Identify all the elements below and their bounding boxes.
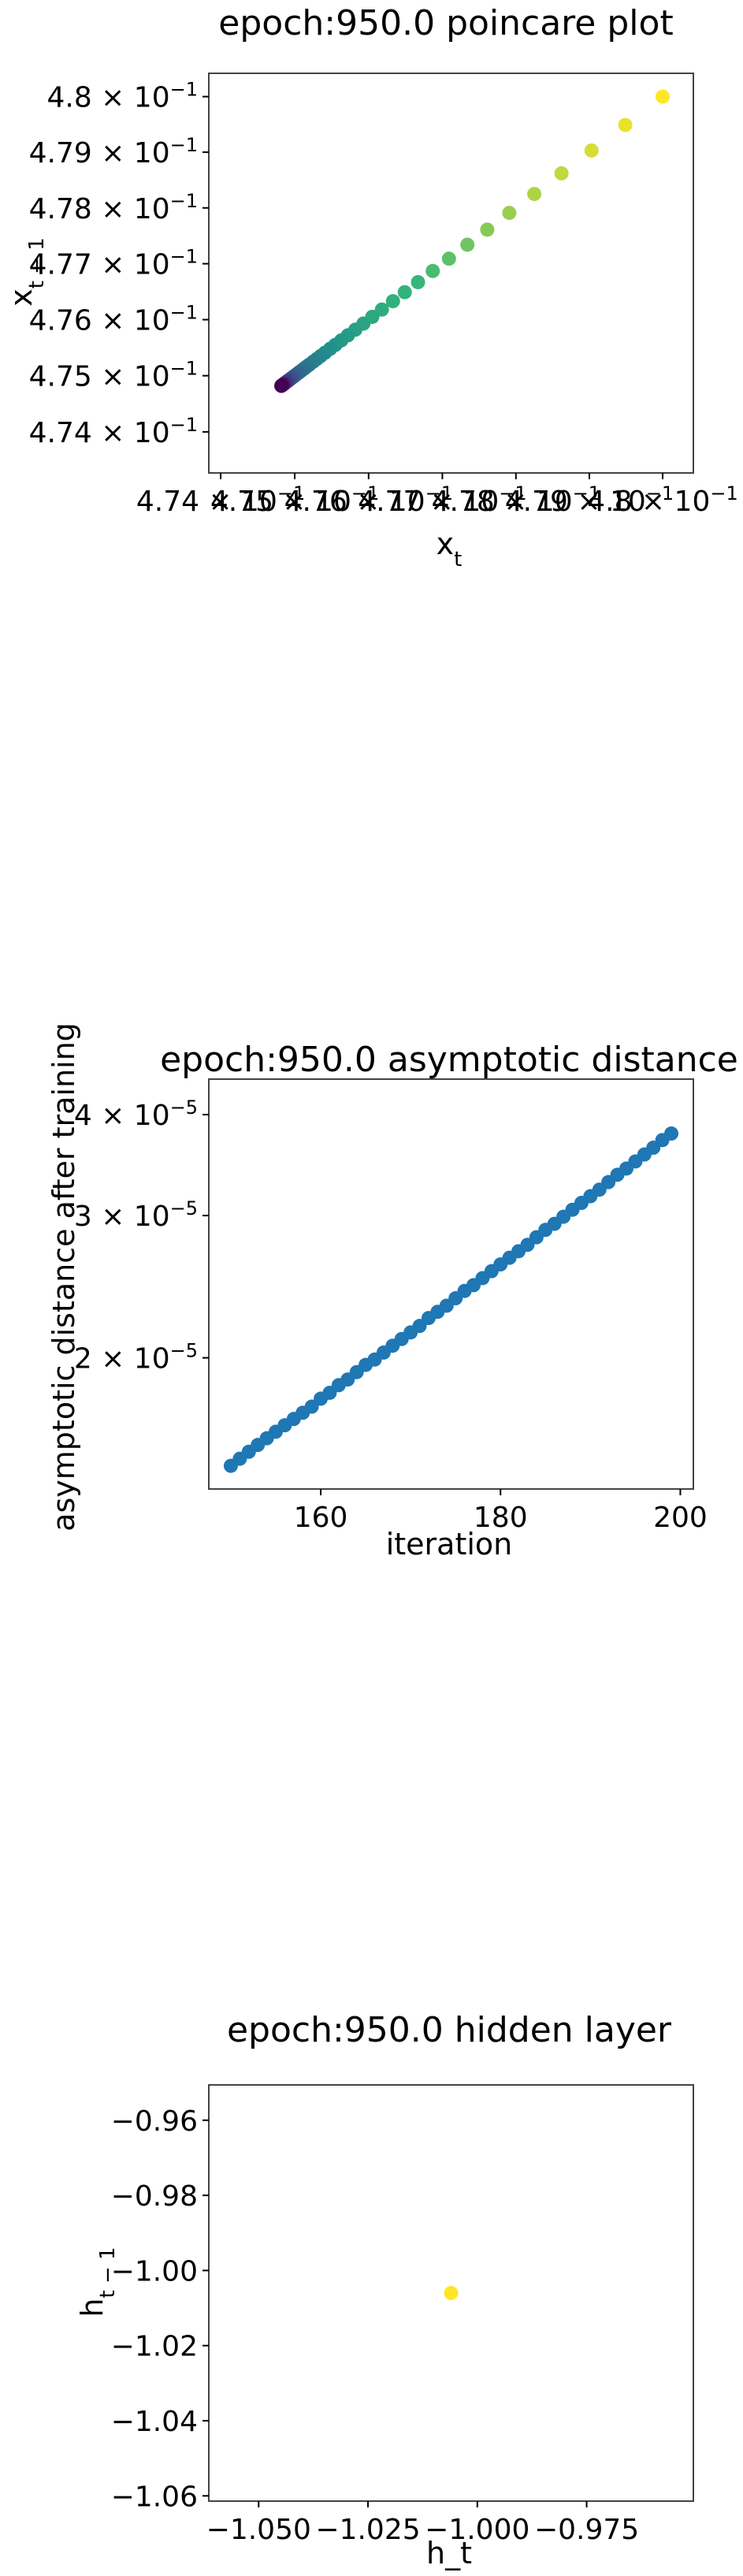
y-tick-label: 2 × 10−5	[74, 1340, 198, 1375]
poincare-y-label: xt − 1	[4, 237, 49, 307]
data-point	[584, 143, 599, 158]
x-tick-label: 4.77 × 10−1	[358, 482, 526, 518]
data-point	[385, 294, 400, 309]
hidden-layer-y-label: ht − 1	[75, 2247, 120, 2317]
x-tick-label: −0.975	[534, 2514, 639, 2546]
asymptotic-y-ticks: 4 × 10−5 3 × 10−5 2 × 10−5	[74, 1096, 209, 1375]
data-point	[374, 302, 389, 317]
y-tick-label: 4.78 × 10−1	[29, 190, 198, 225]
y-tick-label: −0.96	[111, 2105, 198, 2138]
hidden-layer-chart: epoch:950.0 hidden layer −1.050 −1.025 −1.…	[75, 2010, 694, 2570]
poincare-points	[274, 89, 670, 393]
data-point	[480, 222, 495, 237]
data-point	[502, 206, 517, 221]
y-tick-label: 4 × 10−5	[74, 1096, 198, 1132]
y-tick-label: 4.77 × 10−1	[29, 246, 198, 281]
asymptotic-plot-frame	[208, 1078, 694, 1490]
x-tick-label: 4.74 × 10−1	[136, 482, 305, 518]
y-tick-label: 4.79 × 10−1	[29, 134, 198, 169]
data-point	[554, 166, 569, 181]
data-point	[664, 1126, 679, 1141]
hidden-layer-x-label: h_t	[426, 2536, 472, 2570]
asymptotic-x-label: iteration	[386, 1527, 513, 1562]
x-tick-label: −1.025	[315, 2514, 420, 2546]
y-tick-label: 4.8 × 10−1	[46, 79, 198, 114]
x-tick-label: 4.75 × 10−1	[210, 482, 379, 518]
poincare-plot-frame	[208, 73, 694, 474]
x-tick-label: −1.000	[425, 2514, 529, 2546]
poincare-x-ticks: 4.74 × 10−14.75 × 10−14.76 × 10−14.77 × …	[136, 473, 738, 518]
y-tick-label: −1.06	[111, 2481, 198, 2513]
y-tick-label: 4.75 × 10−1	[29, 358, 198, 393]
asymptotic-points	[223, 1126, 679, 1473]
hidden-layer-points	[444, 2286, 459, 2300]
data-point	[655, 89, 670, 104]
data-point	[618, 117, 633, 132]
y-tick-label: −1.00	[111, 2255, 198, 2288]
poincare-y-ticks: 4.8 × 10−1 4.79 × 10−1 4.78 × 10−1 4.77 × 1…	[29, 79, 209, 449]
x-tick-label: 4.78 × 10−1	[432, 482, 600, 518]
x-tick-label: 180	[474, 1502, 528, 1534]
x-tick-label: 4.76 × 10−1	[284, 482, 453, 518]
asymptotic-x-ticks: 160 180 200	[294, 1489, 708, 1534]
y-tick-label: −0.98	[111, 2180, 198, 2213]
x-tick-label: 200	[653, 1502, 708, 1534]
hidden-layer-x-ticks: −1.050 −1.025 −1.000 −0.975	[206, 2501, 639, 2546]
poincare-chart: epoch:950.0 poincare plot 4.74 × 10−14.7…	[4, 3, 738, 571]
x-tick-label: 160	[294, 1502, 348, 1534]
data-point	[425, 263, 440, 278]
poincare-title: epoch:950.0 poincare plot	[218, 3, 673, 43]
data-point	[444, 2286, 459, 2300]
asymptotic-y-label: asymptotic distance after training	[46, 1022, 81, 1532]
hidden-layer-plot-frame	[208, 2084, 694, 2502]
x-tick-label: −1.050	[206, 2514, 311, 2546]
y-tick-label: 4.76 × 10−1	[29, 302, 198, 337]
data-point	[460, 237, 475, 252]
data-point	[274, 378, 289, 393]
x-tick-label: 4.8 × 10−1	[587, 482, 738, 518]
y-tick-label: −1.02	[111, 2331, 198, 2363]
y-tick-label: 3 × 10−5	[74, 1197, 198, 1233]
y-tick-label: 4.74 × 10−1	[29, 414, 198, 449]
data-point	[441, 251, 456, 266]
asymptotic-chart: epoch:950.0 asymptotic distance 160 180 20…	[46, 1022, 738, 1562]
hidden-layer-y-ticks: −0.96 −0.98 −1.00 −1.02 −1.04 −1.06	[111, 2105, 209, 2513]
asymptotic-title: epoch:950.0 asymptotic distance	[160, 1040, 738, 1080]
hidden-layer-title: epoch:950.0 hidden layer	[227, 2010, 672, 2050]
data-point	[411, 274, 425, 289]
data-point	[397, 285, 412, 300]
data-point	[527, 187, 542, 202]
y-tick-label: −1.04	[111, 2406, 198, 2438]
poincare-x-label: xt	[437, 527, 463, 571]
x-tick-label: 4.79 × 10−1	[505, 482, 674, 518]
